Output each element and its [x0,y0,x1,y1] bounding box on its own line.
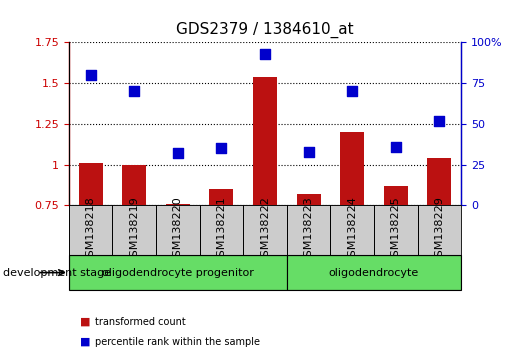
Point [348,88,356,94]
Text: GSM138229: GSM138229 [434,196,444,264]
Bar [297,194,321,205]
Bar [287,205,330,255]
Text: GSM138220: GSM138220 [173,196,183,264]
Bar [253,77,277,205]
Bar [69,205,112,255]
Text: ■: ■ [80,337,90,347]
Bar [418,205,461,255]
Point [130,88,138,94]
Point [261,51,269,57]
Point [392,144,400,149]
Bar [112,205,156,255]
Text: GSM138223: GSM138223 [304,196,314,264]
Bar [200,205,243,255]
Text: oligodendrocyte: oligodendrocyte [329,268,419,278]
Bar [427,158,452,205]
Bar [209,189,233,205]
Bar [384,186,408,205]
Point [217,145,226,151]
Bar [340,132,364,205]
Bar [69,255,287,290]
Bar [287,255,461,290]
Text: oligodendrocyte progenitor: oligodendrocyte progenitor [102,268,254,278]
Title: GDS2379 / 1384610_at: GDS2379 / 1384610_at [176,22,354,38]
Text: GSM138219: GSM138219 [129,196,139,264]
Text: GSM138225: GSM138225 [391,196,401,264]
Text: GSM138224: GSM138224 [347,196,357,264]
Bar [79,163,103,205]
Bar [330,205,374,255]
Text: GSM138221: GSM138221 [216,196,226,264]
Text: ■: ■ [80,317,90,327]
Bar [166,204,190,205]
Point [304,149,313,154]
Bar [122,165,146,205]
Bar [374,205,418,255]
Text: development stage: development stage [3,268,111,278]
Text: GSM138222: GSM138222 [260,196,270,264]
Bar [156,205,200,255]
Text: transformed count: transformed count [95,317,186,327]
Point [86,72,95,78]
Bar [243,205,287,255]
Point [174,150,182,156]
Point [435,118,444,124]
Text: percentile rank within the sample: percentile rank within the sample [95,337,260,347]
Text: GSM138218: GSM138218 [86,196,96,264]
